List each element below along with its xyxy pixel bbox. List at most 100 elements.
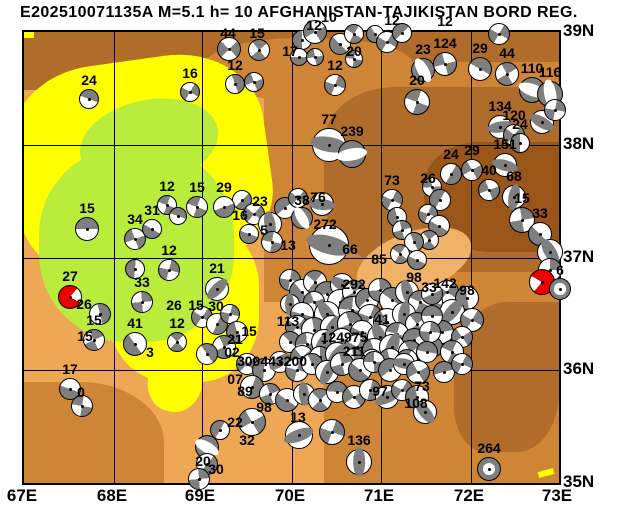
- depth-label: 12: [169, 315, 185, 331]
- depth-label: 29: [464, 142, 480, 158]
- depth-label: 40: [481, 162, 497, 178]
- beachball-center-dot: [352, 395, 356, 399]
- beachball: [59, 378, 81, 400]
- beachball-center-dot: [385, 320, 389, 324]
- depth-label: 124975: [320, 329, 368, 345]
- beachball-center-dot: [288, 278, 292, 282]
- beachball: [419, 321, 441, 343]
- beachball: [217, 37, 241, 61]
- beachball: [261, 231, 283, 253]
- beachball-center-dot: [262, 368, 266, 372]
- beachball: [304, 225, 354, 265]
- depth-label: 41: [374, 311, 390, 327]
- depth-label: 0: [77, 384, 85, 400]
- beachball-center-dot: [548, 268, 552, 272]
- beachball-center-dot: [450, 350, 454, 354]
- beachball-center-dot: [398, 252, 402, 256]
- depth-label: 113: [276, 313, 300, 329]
- beachball-center-dot: [218, 428, 222, 432]
- axis-label-lat: 38N: [563, 134, 595, 153]
- depth-label: 17: [282, 43, 298, 59]
- depth-label: 10: [321, 9, 337, 25]
- depth-label: 30: [208, 298, 224, 314]
- beachball: [123, 332, 147, 356]
- beachball-center-dot: [497, 32, 501, 36]
- beachball-center-dot: [320, 202, 324, 206]
- axis-label-lon: 73E: [541, 486, 573, 505]
- beachball: [282, 421, 316, 449]
- beachball-center-dot: [421, 68, 425, 72]
- depth-label: 22: [227, 414, 243, 430]
- depth-label: 26: [420, 170, 436, 186]
- beachball-center-dot: [348, 322, 352, 326]
- beachball: [238, 408, 266, 436]
- depth-label: 33: [134, 274, 150, 290]
- beachball: [346, 447, 372, 477]
- depth-label: 29: [472, 40, 488, 56]
- beachball: [433, 52, 457, 76]
- beachball-center-dot: [165, 203, 169, 207]
- beachball-center-dot: [445, 290, 449, 294]
- beachball-center-dot: [390, 198, 394, 202]
- depth-label: 13: [290, 409, 306, 425]
- depth-label: 41: [127, 315, 143, 331]
- depth-label: 116: [538, 64, 562, 80]
- beachball-center-dot: [548, 92, 552, 96]
- beachball-center-dot: [440, 330, 444, 334]
- beachball: [306, 48, 324, 66]
- beachball-center-dot: [175, 340, 179, 344]
- beachball: [180, 82, 200, 102]
- beachball: [335, 140, 369, 168]
- depth-label: 26: [76, 296, 92, 312]
- beachball-center-dot: [215, 322, 219, 326]
- beachball-center-dot: [270, 240, 274, 244]
- beachball: [210, 420, 230, 440]
- depth-label: 44: [220, 25, 236, 41]
- beachball-center-dot: [340, 362, 344, 366]
- beachball: [451, 353, 473, 375]
- beachball: [392, 23, 412, 43]
- beachball: [324, 74, 346, 96]
- beachball-center-dot: [322, 340, 326, 344]
- beachball-center-dot: [233, 82, 237, 86]
- beachball: [421, 283, 443, 305]
- axis-label-lon: 71E: [363, 486, 395, 505]
- beachball-center-dot: [520, 218, 524, 222]
- beachball-center-dot: [460, 362, 464, 366]
- depth-label: 73: [414, 378, 430, 394]
- beachball-center-dot: [498, 125, 502, 129]
- beachball-center-dot: [487, 467, 491, 471]
- depth-label: 30: [208, 461, 224, 477]
- beachball-center-dot: [395, 215, 399, 219]
- beachball-center-dot: [310, 362, 314, 366]
- map-frame: 24 16 12 12 77 239 23 20 124 29 44 110 116 134 120 24 15…: [22, 10, 571, 490]
- beachball: [291, 205, 313, 231]
- grid-line-lat: [24, 258, 559, 259]
- beachball-center-dot: [296, 196, 300, 200]
- beachball: [406, 360, 430, 384]
- beachball: [544, 99, 566, 121]
- beachball-center-dot: [302, 392, 306, 396]
- beachball: [169, 207, 187, 225]
- beachball-center-dot: [438, 198, 442, 202]
- depth-label: 110: [520, 60, 544, 76]
- depth-label: 24: [443, 146, 459, 162]
- beachball-center-dot: [518, 141, 522, 145]
- beachball-center-dot: [465, 296, 469, 300]
- beachball-center-dot: [288, 340, 292, 344]
- depth-label: 20: [195, 453, 211, 469]
- depth-label: 12: [161, 242, 177, 258]
- beachball-center-dot: [368, 388, 372, 392]
- beachball-center-dot: [352, 32, 356, 36]
- depth-label: 23: [415, 41, 431, 57]
- beachball-center-dot: [313, 30, 317, 34]
- depth-label: 33: [421, 279, 437, 295]
- beachball: [188, 468, 210, 490]
- beachball-center-dot: [487, 188, 491, 192]
- beachball: [488, 23, 510, 45]
- beachball-center-dot: [425, 350, 429, 354]
- depth-label: 15: [79, 200, 95, 216]
- beachball-center-dot: [340, 283, 344, 287]
- beachball: [186, 196, 208, 218]
- beachball-center-dot: [227, 47, 231, 51]
